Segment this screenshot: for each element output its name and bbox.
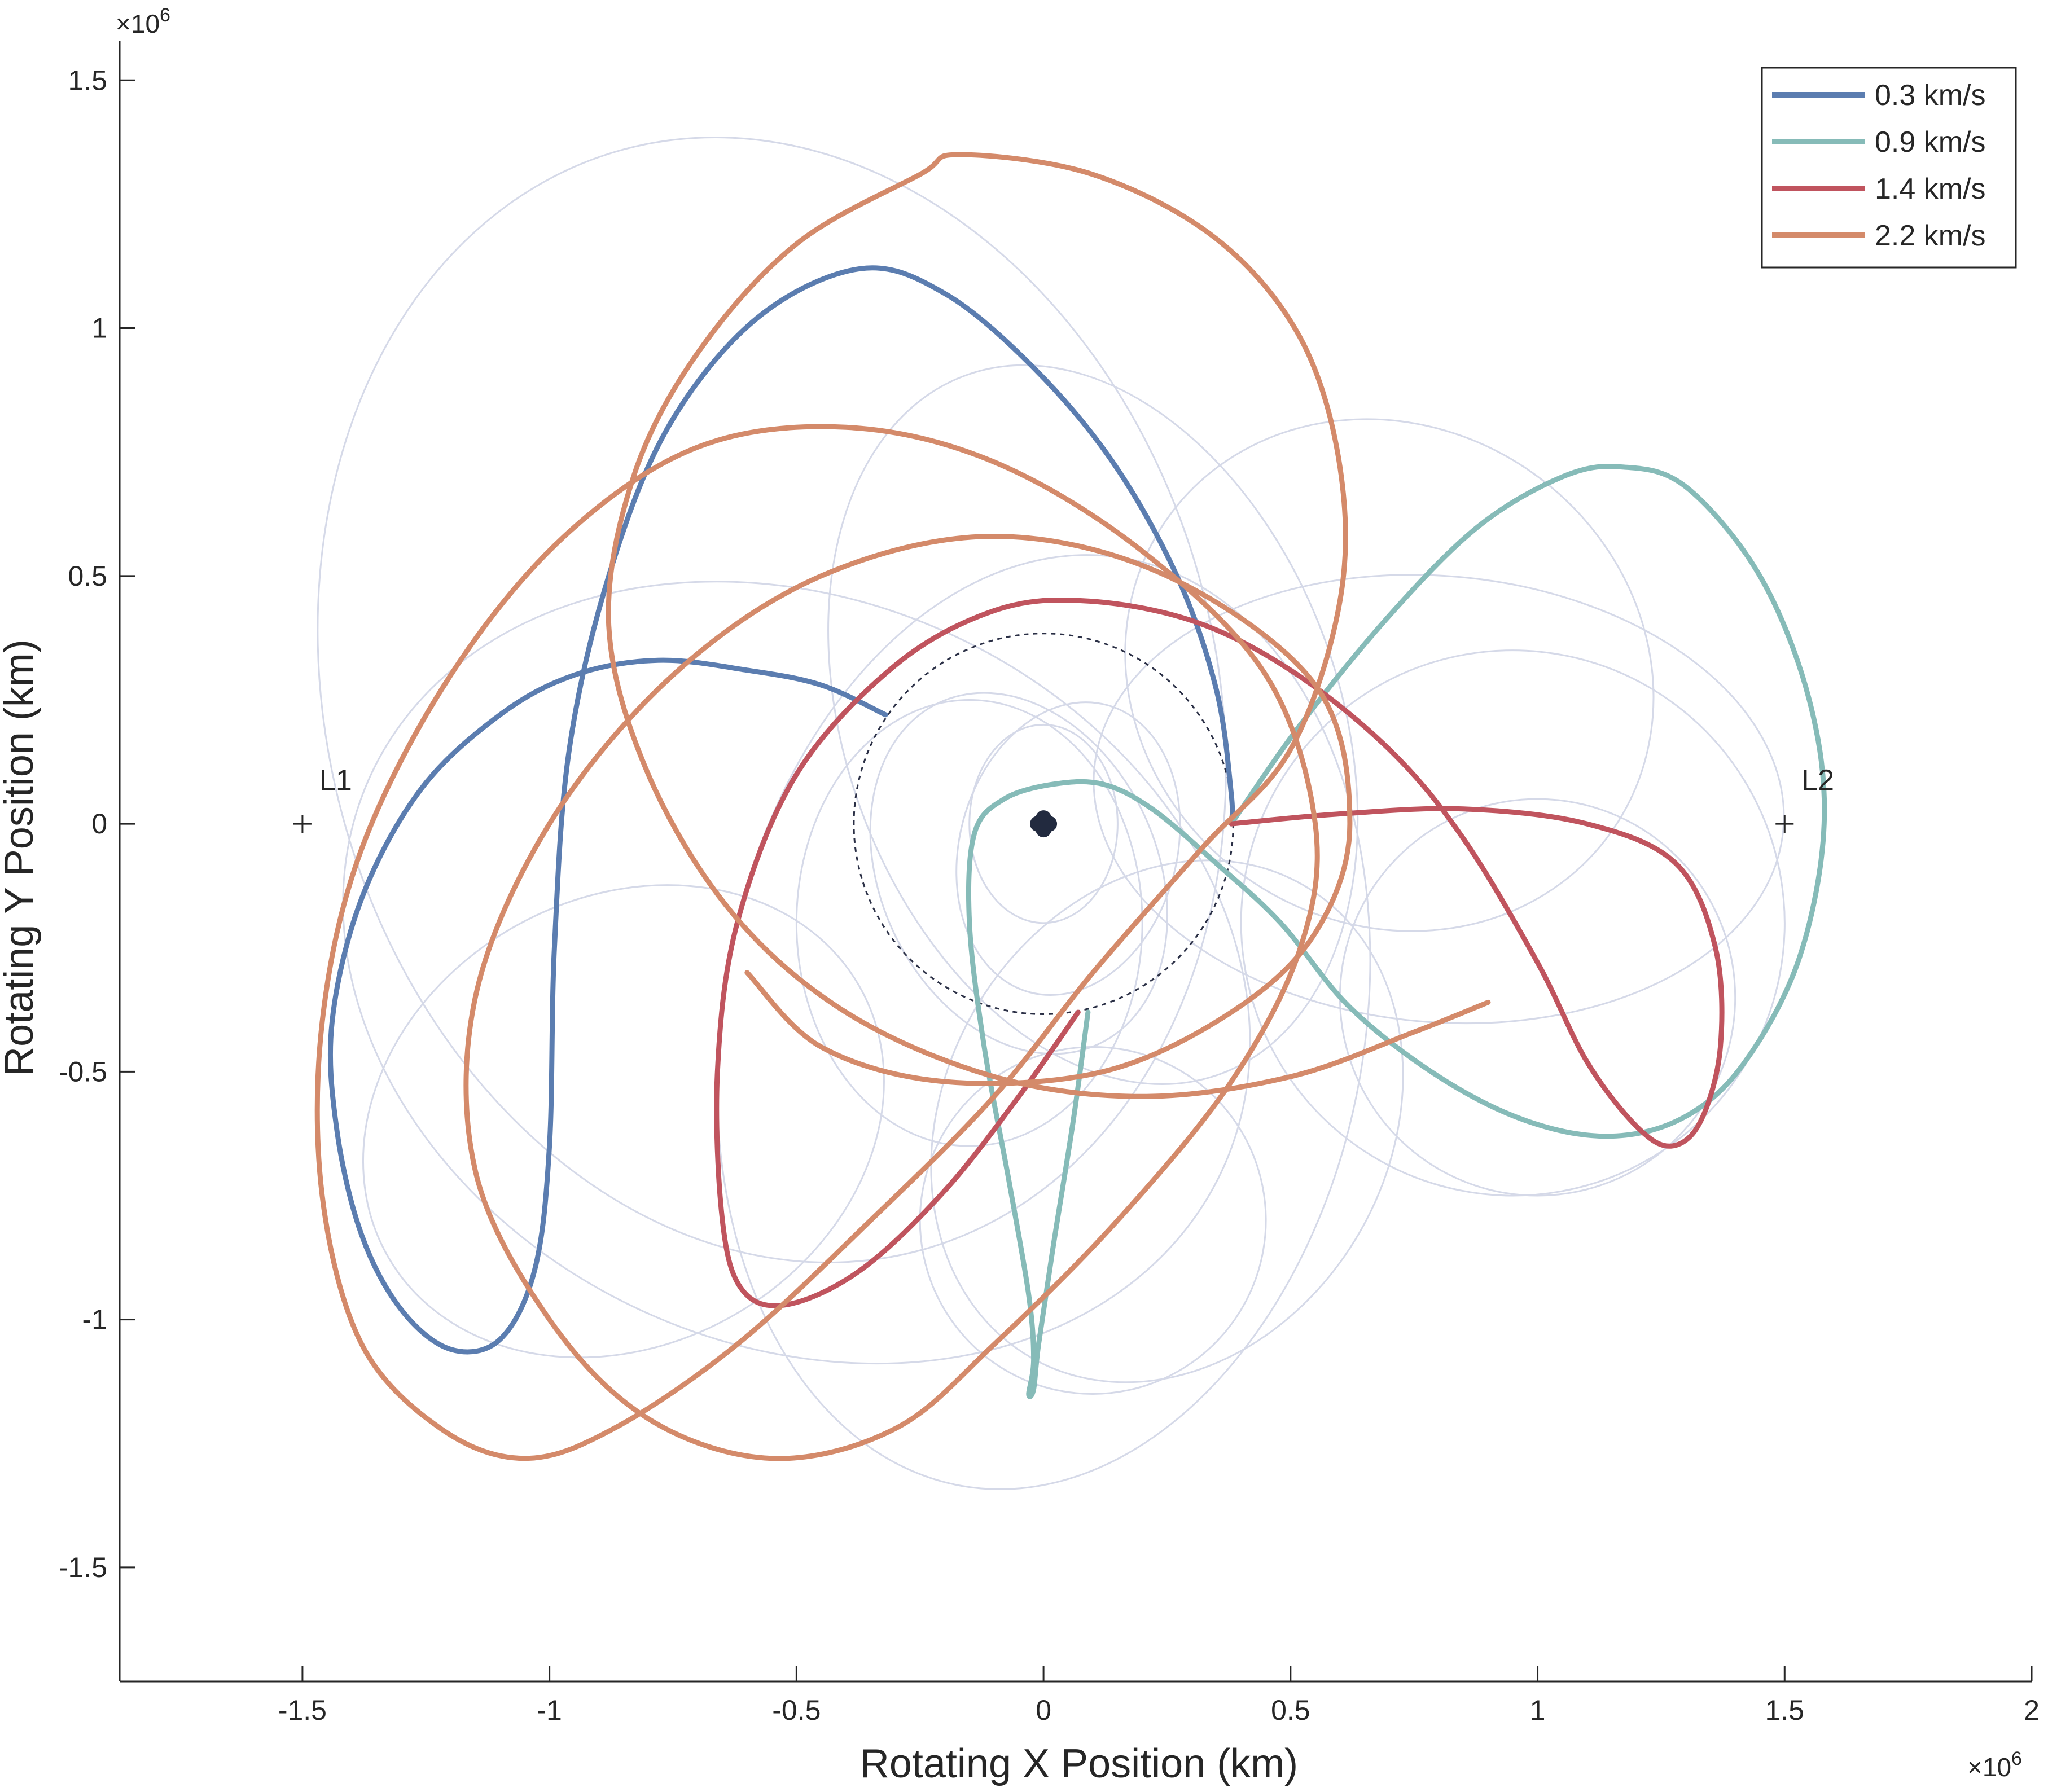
- lagrange-label: L2: [1801, 764, 1834, 797]
- series-line-1: [327, 265, 1235, 1355]
- series-line-4: [314, 152, 1491, 1461]
- legend-entry: 1.4 km/s: [1875, 173, 1986, 205]
- background-trajectories: [317, 136, 1786, 1490]
- x-tick-label: 2: [2024, 1694, 2040, 1726]
- background-trajectory: [919, 1046, 1267, 1395]
- y-tick-label: 0: [91, 808, 107, 840]
- background-trajectory: [795, 699, 1143, 1147]
- y-tick-label: -0.5: [59, 1056, 107, 1087]
- legend: 0.3 km/s 0.9 km/s 1.4 km/s 2.2 km/s: [1761, 67, 2017, 269]
- background-trajectory: [1339, 798, 1736, 1197]
- x-tick-label: -1: [537, 1694, 562, 1726]
- y-tick-label: -1: [82, 1304, 107, 1336]
- x-tick-label: 1: [1530, 1694, 1546, 1726]
- y-tick-label: 1: [91, 313, 107, 344]
- background-trajectory: [362, 884, 885, 1359]
- series-line-3: [714, 598, 1725, 1308]
- background-trajectory: [1093, 574, 1785, 1025]
- x-tick-label: -1.5: [278, 1694, 327, 1726]
- central-body-marker: [1036, 816, 1052, 832]
- background-trajectory: [827, 364, 1359, 1085]
- ticks-layer: -1.5 -1 -0.5 0 0.5 1 1.5 2 -1.5 -1 -0.5 0 0.5 1 1.5: [59, 64, 2040, 1726]
- lagrange-marker: [1775, 815, 1794, 833]
- x-tick-label: 0: [1036, 1694, 1051, 1726]
- y-tick-label: 1.5: [68, 64, 107, 96]
- x-tick-label: -0.5: [772, 1694, 821, 1726]
- lagrange-marker: [293, 815, 312, 833]
- background-trajectory: [955, 701, 1181, 996]
- lagrange-label: L1: [319, 764, 352, 797]
- background-trajectory: [716, 554, 1371, 1490]
- x-tick-label: 0.5: [1271, 1694, 1310, 1726]
- series-line-2: [966, 464, 1827, 1399]
- legend-entry: 2.2 km/s: [1875, 219, 1986, 252]
- y-axis-exponent: ×106: [116, 5, 170, 38]
- y-tick-label: 0.5: [68, 560, 107, 592]
- background-trajectory: [930, 859, 1404, 1383]
- background-trajectory: [1240, 649, 1786, 1197]
- y-tick-label: -1.5: [59, 1552, 107, 1583]
- background-trajectory: [342, 581, 1251, 1365]
- series-layer: [314, 152, 1827, 1461]
- background-trajectory: [317, 136, 1227, 1263]
- x-axis-exponent: ×106: [1967, 1748, 2022, 1782]
- background-trajectory: [968, 723, 1119, 924]
- axes-layer: [119, 41, 2032, 1683]
- background-trajectory: [869, 692, 1168, 1055]
- legend-entry: 0.9 km/s: [1875, 126, 1986, 159]
- x-axis-title: Rotating X Position (km): [860, 1741, 1298, 1786]
- legend-entry: 0.3 km/s: [1875, 79, 1986, 112]
- y-axis-title: Rotating Y Position (km): [0, 639, 42, 1076]
- points-layer: L1 L2: [293, 764, 1834, 838]
- x-tick-label: 1.5: [1765, 1694, 1805, 1726]
